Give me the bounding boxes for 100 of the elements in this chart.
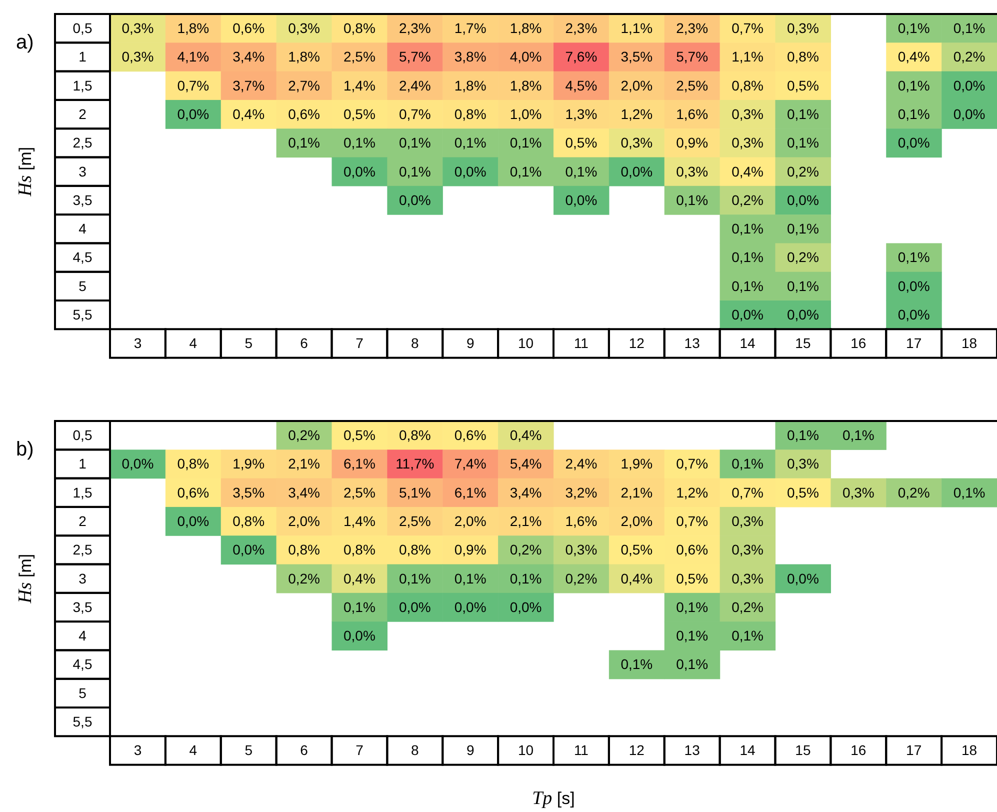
data-label: 0,6% <box>177 484 210 500</box>
y-tick-label: 0,5 <box>72 20 92 36</box>
x-tick-label: 3 <box>134 742 142 758</box>
data-label: 1,8% <box>454 77 486 94</box>
data-label: 0,8% <box>787 48 819 65</box>
x-tick-label: 14 <box>740 742 756 758</box>
data-label: 0,0% <box>177 512 210 529</box>
data-label: 6,1% <box>344 456 376 472</box>
data-label: 0,1% <box>398 134 431 151</box>
text: a) <box>16 31 34 54</box>
data-label: 0,5% <box>787 77 819 94</box>
data-label: 0,0% <box>787 306 819 323</box>
data-label: 0,5% <box>565 134 598 151</box>
data-label: 2,0% <box>620 512 653 529</box>
x-tick-label: 13 <box>684 742 700 758</box>
data-label: 0,7% <box>732 484 764 500</box>
data-label: 0,1% <box>953 484 986 500</box>
y-tick-label: 5 <box>78 278 87 294</box>
data-label: 0,4% <box>898 48 930 65</box>
data-label: 0,1% <box>565 163 598 180</box>
data-label: 1,1% <box>620 20 653 36</box>
y-tick-label: 1 <box>78 456 87 472</box>
data-label: 0,0% <box>953 77 986 94</box>
data-label: 0,1% <box>454 134 486 151</box>
data-label: 0,0% <box>898 306 930 323</box>
data-label: 0,1% <box>787 220 819 237</box>
data-label: 0,5% <box>787 484 819 500</box>
x-tick-label: 16 <box>850 335 866 352</box>
data-label: 0,1% <box>732 456 764 472</box>
data-label: 0,9% <box>454 542 486 558</box>
data-label: 0,1% <box>732 628 764 644</box>
data-label: 3,2% <box>565 484 598 500</box>
data-label: 0,1% <box>288 134 320 151</box>
data-label: 0,3% <box>732 512 764 529</box>
data-label: 0,1% <box>344 134 376 151</box>
data-label: 0,0% <box>898 278 930 294</box>
data-label: 0,2% <box>288 570 320 586</box>
data-label: 0,0% <box>565 192 598 208</box>
data-label: 0,3% <box>288 20 320 36</box>
data-label: 2,1% <box>510 512 542 529</box>
data-label: 5,4% <box>510 456 542 472</box>
data-label: 0,5% <box>344 106 376 122</box>
data-label: 0,2% <box>510 542 542 558</box>
x-tick-label: 12 <box>628 335 645 352</box>
data-label: 0,1% <box>787 427 819 444</box>
y-tick-label: 2 <box>78 512 87 529</box>
x-tick-label: 18 <box>961 742 978 758</box>
data-label: 0,1% <box>510 570 542 586</box>
y-tick-label: 1,5 <box>72 77 92 94</box>
data-label: 0,3% <box>122 20 154 36</box>
data-label: 0,7% <box>732 20 764 36</box>
data-label: 1,7% <box>454 20 486 36</box>
x-tick-label: 5 <box>244 742 253 758</box>
y-axis-title: Hs [m] <box>15 146 36 198</box>
data-label: 0,8% <box>232 512 265 529</box>
data-label: 0,0% <box>344 628 376 644</box>
data-label: 1,2% <box>620 106 653 122</box>
data-label: 4,1% <box>177 48 210 65</box>
data-label: 0,0% <box>177 106 210 122</box>
data-label: 0,1% <box>676 192 708 208</box>
data-label: 0,1% <box>787 106 819 122</box>
data-label: 2,3% <box>565 20 598 36</box>
data-label: 1,0% <box>510 106 542 122</box>
y-axis-title: Hs [m] <box>15 554 36 604</box>
data-label: 1,6% <box>565 512 598 529</box>
data-label: 1,1% <box>732 48 764 65</box>
y-tick-label: 2 <box>78 106 87 122</box>
data-label: 7,6% <box>565 48 598 65</box>
x-tick-label: 14 <box>740 335 756 352</box>
data-label: 0,0% <box>454 598 486 615</box>
y-tick-label: 2,5 <box>72 542 92 558</box>
x-tick-label: 16 <box>850 742 866 758</box>
data-label: 0,9% <box>676 134 708 151</box>
data-label: 0,2% <box>732 192 764 208</box>
y-tick-label: 4,5 <box>72 656 92 672</box>
data-label: 0,3% <box>732 106 764 122</box>
x-tick-label: 15 <box>795 335 811 352</box>
data-label: 0,0% <box>510 598 542 615</box>
data-label: 0,6% <box>454 427 486 444</box>
data-label: 2,4% <box>398 77 431 94</box>
data-label: 0,3% <box>732 134 764 151</box>
text: b) <box>16 438 34 460</box>
data-label: 0,3% <box>565 542 598 558</box>
x-tick-label: 6 <box>300 742 308 758</box>
data-label: 1,8% <box>177 20 210 36</box>
x-tick-label: 15 <box>795 742 811 758</box>
y-tick-label: 4 <box>78 220 87 237</box>
data-label: 0,8% <box>177 456 210 472</box>
data-label: 4,5% <box>565 77 598 94</box>
data-label: 0,1% <box>398 163 431 180</box>
x-tick-label: 3 <box>134 335 142 352</box>
x-tick-label: 4 <box>189 742 198 758</box>
x-tick-label: 5 <box>244 335 253 352</box>
x-tick-label: 11 <box>574 742 589 758</box>
y-tick-label: 5 <box>78 684 87 701</box>
data-label: 2,1% <box>620 484 653 500</box>
data-label: 2,0% <box>288 512 320 529</box>
data-label: 2,5% <box>398 512 431 529</box>
x-tick-label: 9 <box>466 742 474 758</box>
data-label: 0,8% <box>344 20 376 36</box>
